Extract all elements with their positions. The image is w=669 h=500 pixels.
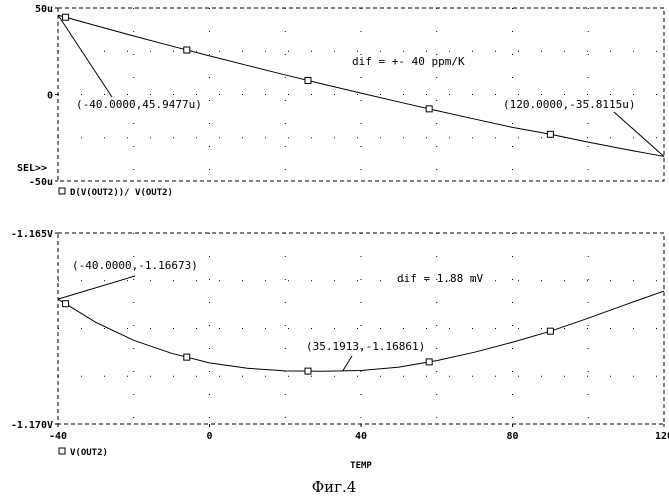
y-tick-label: -50u <box>29 177 53 188</box>
figure-caption: Фиг.4 <box>312 478 357 496</box>
bottom-annotation-dif: dif = 1.88 mV <box>397 272 483 285</box>
data-point-marker <box>305 77 311 83</box>
x-tick-label: 80 <box>506 431 518 442</box>
data-point-marker <box>184 47 190 53</box>
top-grid <box>58 8 664 181</box>
y-tick-label: 50u <box>35 4 53 15</box>
annotation-leader <box>343 356 352 371</box>
annotation-leader <box>58 276 135 299</box>
top-legend-label: D(V(OUT2))/ V(OUT2) <box>70 188 173 198</box>
data-point-marker <box>63 301 69 307</box>
top-annotation-dif: dif = +- 40 ppm/K <box>352 55 465 68</box>
bottom-annotation-left: (-40.0000,-1.16673) <box>72 259 198 272</box>
x-tick-label: 120 <box>655 431 669 442</box>
data-point-marker <box>305 368 311 374</box>
bottom-annotation-leaders <box>58 276 352 371</box>
top-legend: D(V(OUT2))/ V(OUT2) <box>59 188 173 198</box>
top-plot-panel: 50u 0 -50u SEL>> (-40.0000,45.9477u) (120.… <box>17 4 664 188</box>
legend-square-icon <box>59 188 65 194</box>
sel-marker: SEL>> <box>17 163 47 174</box>
bottom-legend: V(OUT2) <box>59 448 108 458</box>
bottom-legend-label: V(OUT2) <box>70 448 108 458</box>
top-series-line <box>58 15 664 156</box>
top-y-tick-labels: 50u 0 -50u <box>29 4 58 188</box>
data-point-marker <box>184 354 190 360</box>
bottom-series-markers <box>63 301 554 374</box>
data-point-marker <box>547 328 553 334</box>
data-point-marker <box>547 131 553 137</box>
data-point-marker <box>63 14 69 20</box>
x-tick-label: 40 <box>355 431 367 442</box>
x-tick-label: 0 <box>206 431 212 442</box>
top-annotation-right: (120.0000,-35.8115u) <box>503 98 635 111</box>
data-point-marker <box>426 359 432 365</box>
x-tick-label: -40 <box>49 431 67 442</box>
data-point-marker <box>426 106 432 112</box>
y-tick-label: -1.165V <box>11 229 53 240</box>
top-series-markers <box>63 14 554 137</box>
annotation-leader <box>614 112 664 156</box>
bottom-annotation-min: (35.1913,-1.16861) <box>306 340 425 353</box>
bottom-x-tick-labels: -40 0 40 80 120 <box>49 424 669 442</box>
bottom-series-line <box>58 291 664 371</box>
bottom-y-tick-labels: -1.165V -1.170V <box>11 229 58 431</box>
top-plot-frame <box>58 8 664 181</box>
y-tick-label: -1.170V <box>11 420 53 431</box>
annotation-leader <box>58 15 112 97</box>
top-annotation-leaders <box>58 15 664 156</box>
legend-square-icon <box>59 448 65 454</box>
y-tick-label: 0 <box>47 91 53 102</box>
top-annotation-left: (-40.0000,45.9477u) <box>76 98 202 111</box>
x-axis-label: TEMP <box>350 461 372 471</box>
bottom-plot-panel: -1.165V -1.170V -40 0 40 80 120 (-40.0000,-1.… <box>11 229 669 442</box>
